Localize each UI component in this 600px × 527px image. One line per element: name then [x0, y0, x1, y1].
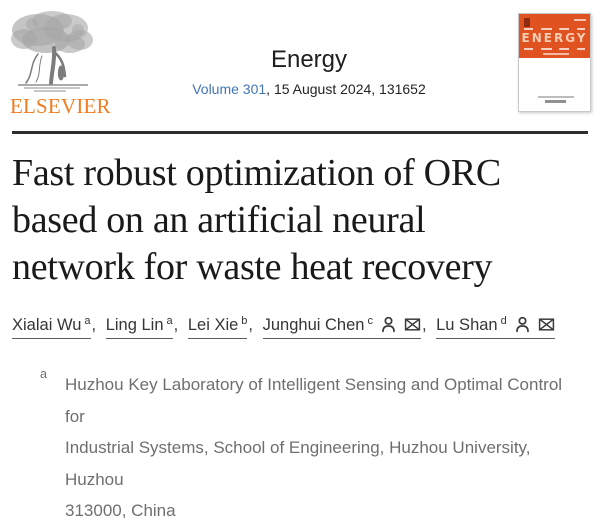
article-title: Fast robust optimization of ORC based on…: [12, 150, 592, 291]
issue-info: , 15 August 2024, 131652: [266, 81, 426, 97]
volume-link[interactable]: Volume 301: [192, 81, 267, 97]
author-affiliation-sup: a: [84, 315, 91, 327]
cover-subtitle-text: [543, 53, 569, 55]
title-line-3: network for waste heat recovery: [12, 246, 493, 288]
author-junghui-chen[interactable]: Junghui Chen c: [262, 315, 421, 339]
cover-issue-text: [574, 19, 586, 21]
author-xialai-wu[interactable]: Xialai Wu a: [12, 315, 91, 339]
author-affiliation-sup: a: [166, 315, 173, 327]
elsevier-tree-logo: [8, 8, 96, 92]
author-ling-lin[interactable]: Ling Lin a: [105, 315, 173, 339]
affiliation-line-3: 313000, China: [65, 501, 176, 520]
cover-footer-text: [538, 96, 574, 98]
author-separator: ,: [91, 316, 97, 334]
author-separator: ,: [248, 316, 254, 334]
cover-band: ENERGY: [519, 14, 590, 58]
author-affiliation-sup: b: [241, 315, 248, 327]
affiliation-line-1: Huzhou Key Laboratory of Intelligent Sen…: [65, 375, 563, 426]
volume-line: Volume 301, 15 August 2024, 131652: [100, 81, 518, 97]
affiliation-a: a Huzhou Key Laboratory of Intelligent S…: [40, 367, 585, 527]
title-line-1: Fast robust optimization of ORC: [12, 152, 501, 194]
header-divider: [12, 131, 588, 134]
author-lei-xie[interactable]: Lei Xie b: [187, 315, 248, 339]
author-list: Xialai Wu a, Ling Lin a, Lei Xie b, Junghui…: [12, 315, 592, 339]
title-line-2: based on an artificial neural: [12, 199, 426, 241]
envelope-icon[interactable]: [538, 316, 555, 333]
author-affiliation-sup: d: [500, 315, 507, 327]
cover-masthead: ENERGY: [521, 31, 588, 45]
author-affiliation-sup: c: [367, 315, 373, 327]
author-separator: ,: [173, 316, 179, 334]
person-icon[interactable]: [514, 316, 531, 333]
elsevier-wordmark: ELSEVIER: [10, 94, 111, 118]
person-icon[interactable]: [380, 316, 397, 333]
journal-header: Energy Volume 301, 15 August 2024, 13165…: [100, 46, 518, 97]
affiliation-line-2: Industrial Systems, School of Engineerin…: [65, 438, 531, 489]
journal-cover-thumbnail[interactable]: ENERGY: [518, 13, 591, 112]
affiliation-sup: a: [40, 367, 47, 381]
author-lu-shan[interactable]: Lu Shan d: [436, 315, 555, 339]
envelope-icon[interactable]: [404, 316, 421, 333]
journal-name: Energy: [270, 46, 348, 73]
cover-footer-link: [545, 100, 566, 103]
cover-publisher-mark: [524, 18, 530, 27]
author-separator: ,: [421, 316, 427, 334]
